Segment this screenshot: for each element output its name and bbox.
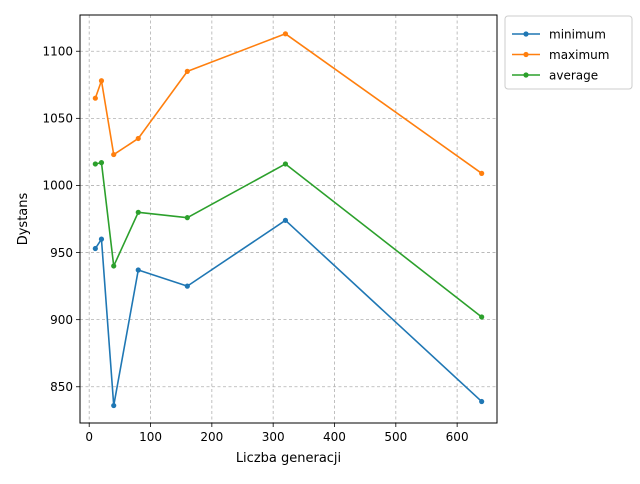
x-tick-label: 100 [139,430,162,444]
x-tick-label: 200 [200,430,223,444]
series-group [92,31,485,409]
legend-label: minimum [549,27,606,41]
grid [80,15,497,423]
data-point-average [135,209,141,215]
legend-marker [523,31,529,37]
data-point-maximum [98,78,105,84]
data-point-average [111,263,117,269]
legend-label: average [549,68,598,82]
data-point-maximum [135,135,141,142]
legend-item-average: average [512,68,598,82]
legend-label: maximum [549,48,609,62]
series-minimum [92,217,485,409]
data-point-maximum [92,95,98,101]
data-point-maximum [184,68,190,74]
x-tick-label: 400 [323,430,346,444]
data-point-minimum [184,283,190,289]
data-point-minimum [135,267,141,273]
series-maximum [92,31,485,176]
legend-item-minimum: minimum [512,27,606,41]
legend-marker [523,72,529,78]
x-tick-label: 0 [85,430,93,444]
data-point-minimum [479,398,485,405]
legend-items: minimum maximum average [512,27,609,82]
x-axis-ticks: 0 100 200 300 400 500 600 [85,423,469,444]
y-tick-label: 1000 [42,179,73,193]
legend: minimum maximum average [504,15,633,90]
y-axis-label: Dystans [16,193,31,246]
y-axis-ticks: 850 900 950 1000 1050 1100 [42,45,80,394]
x-tick-label: 500 [384,430,407,444]
y-tick-label: 950 [50,246,73,260]
legend-item-maximum: maximum [512,48,609,62]
data-point-average [98,160,105,166]
data-point-minimum [111,402,117,409]
legend-marker [523,51,529,58]
data-point-maximum [282,31,289,37]
data-point-minimum [282,217,289,223]
x-tick-label: 600 [446,430,469,444]
data-point-average [479,314,485,320]
data-point-maximum [111,151,117,158]
x-axis-label: Liczba generacji [236,451,341,466]
y-tick-label: 900 [50,313,73,327]
data-point-maximum [479,170,485,176]
plot-frame [79,14,498,424]
series-line-maximum [94,32,483,175]
data-point-average [184,215,190,221]
y-tick-label: 1100 [42,45,73,59]
x-tick-label: 300 [262,430,285,444]
data-point-average [282,161,289,167]
series-line-minimum [94,219,483,407]
series-average [92,160,485,320]
y-tick-label: 1050 [42,112,73,126]
data-point-minimum [92,245,98,252]
data-point-average [92,161,98,167]
y-tick-label: 850 [50,380,73,394]
data-point-minimum [98,236,105,242]
